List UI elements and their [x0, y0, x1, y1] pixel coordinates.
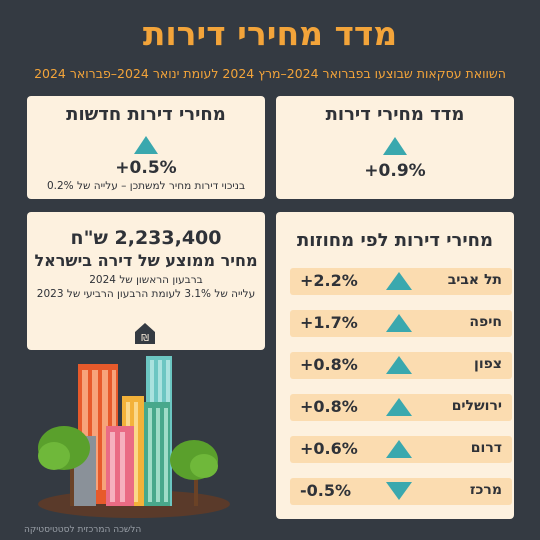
page-subtitle: השוואת עסקאות שבוצעו בפברואר 2024–מרץ 20…	[34, 66, 506, 81]
district-row: חיפה +1.7%	[290, 310, 512, 337]
district-name: מרכז	[469, 482, 502, 498]
district-name: דרום	[470, 440, 502, 456]
district-row: מרכז -0.5%	[290, 478, 512, 505]
page-title: מדד מחירי דירות	[142, 14, 398, 53]
new-apartments-value: +0.5%	[115, 158, 177, 178]
district-row: ירושלים +0.8%	[290, 394, 512, 421]
index-card: מדד מחירי דירות +0.9%	[276, 96, 514, 199]
average-price: 2,233,400 ש"ח	[70, 227, 222, 249]
district-value: +0.8%	[300, 397, 358, 416]
arrow-up-icon	[27, 136, 265, 154]
arrow-up-icon	[386, 398, 412, 416]
new-apartments-note: בניכוי דירות מחיר למשתכן – עלייה של 0.2%	[46, 180, 246, 192]
district-value: +1.7%	[300, 313, 358, 332]
average-price-label: מחיר ממוצע של דירה בישראל	[34, 251, 258, 270]
arrow-down-icon	[386, 482, 412, 500]
arrow-up-icon	[386, 272, 412, 290]
new-apartments-card: מחירי דירות חדשות +0.5% בניכוי דירות מחי…	[27, 96, 265, 199]
index-card-title: מדד מחירי דירות	[325, 104, 465, 125]
arrow-up-icon	[386, 440, 412, 458]
average-price-change: עלייה של 3.1% לעומת הרבעון הרביעי של 202…	[36, 288, 256, 300]
district-name: ירושלים	[451, 398, 502, 414]
house-shekel-icon: ₪	[131, 319, 159, 347]
buildings-illustration	[34, 356, 234, 518]
district-row: צפון +0.8%	[290, 352, 512, 379]
district-row: דרום +0.6%	[290, 436, 512, 463]
districts-title: מחירי דירות לפי מחוזות	[296, 230, 494, 251]
district-name: צפון	[474, 356, 502, 372]
district-row: תל אביב +2.2%	[290, 268, 512, 295]
average-price-card: 2,233,400 ש"ח מחיר ממוצע של דירה בישראל …	[27, 212, 265, 350]
district-value: +0.8%	[300, 355, 358, 374]
arrow-up-icon	[276, 137, 514, 155]
arrow-up-icon	[386, 314, 412, 332]
district-name: תל אביב	[447, 272, 502, 288]
district-value: +2.2%	[300, 271, 358, 290]
source-credit: הלשכה המרכזית לסטטיסטיקה	[24, 525, 142, 535]
new-apartments-title: מחירי דירות חדשות	[66, 104, 226, 125]
district-value: +0.6%	[300, 439, 358, 458]
districts-card: מחירי דירות לפי מחוזות תל אביב +2.2% חיפ…	[276, 212, 514, 519]
arrow-up-icon	[386, 356, 412, 374]
district-name: חיפה	[469, 314, 502, 330]
index-value: +0.9%	[364, 161, 426, 181]
district-value: -0.5%	[300, 481, 352, 500]
average-price-period: ברבעון הראשון של 2024	[89, 274, 203, 286]
svg-text:₪: ₪	[141, 333, 149, 344]
